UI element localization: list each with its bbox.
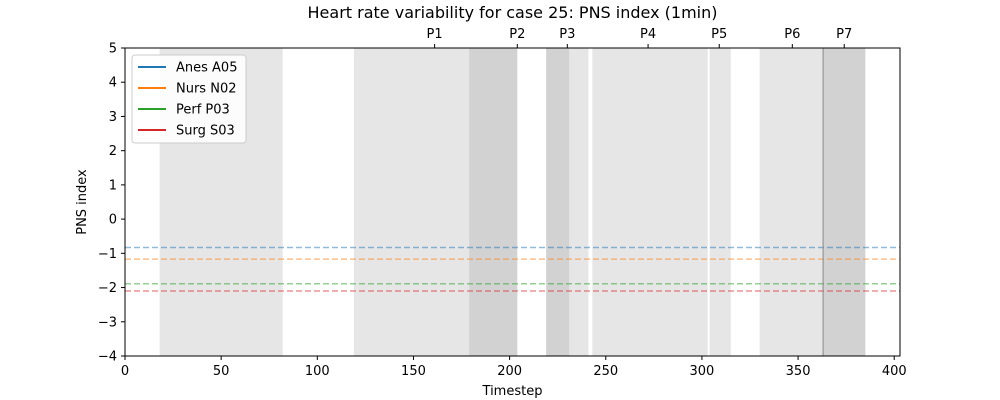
- phase-label: P2: [509, 27, 525, 42]
- phase-label: P7: [836, 27, 852, 42]
- legend-label: Surg S03: [176, 124, 235, 139]
- y-tick-label: 5: [109, 42, 117, 57]
- y-tick-label: −4: [98, 350, 117, 365]
- y-tick-label: −2: [98, 281, 117, 296]
- x-axis-label: Timestep: [482, 384, 543, 399]
- y-axis-label: PNS index: [75, 169, 90, 235]
- phase-label: P3: [559, 27, 575, 42]
- x-tick-label: 100: [305, 364, 330, 379]
- y-tick-label: 4: [109, 76, 117, 91]
- phase-label: P6: [784, 27, 800, 42]
- x-tick-label: 200: [497, 364, 522, 379]
- shaded-span: [759, 48, 866, 356]
- shaded-span: [546, 48, 589, 356]
- legend-box: [131, 54, 247, 144]
- phase-labels: P1 P2 P3 P4 P5 P6 P7: [427, 27, 852, 48]
- plot-area-frame: [124, 47, 901, 357]
- shaded-span: [469, 48, 518, 356]
- legend-label: Anes A05: [176, 61, 237, 76]
- baseline-lines: [125, 246, 900, 292]
- phase-label: P4: [640, 27, 656, 42]
- shaded-span: [546, 48, 570, 356]
- legend-label: Perf P03: [176, 103, 230, 118]
- x-tick-label: 150: [401, 364, 426, 379]
- shaded-span: [823, 48, 866, 356]
- legend-label: Nurs N02: [176, 82, 236, 97]
- shaded-span: [592, 48, 708, 356]
- shaded-span: [709, 48, 731, 356]
- x-tick-label: 350: [786, 364, 811, 379]
- phase-label: P1: [427, 27, 443, 42]
- x-tick-label: 0: [121, 364, 129, 379]
- y-tick-label: −1: [98, 247, 117, 262]
- x-tick-label: 50: [213, 364, 230, 379]
- x-axis-ticks: 0 50 100 150 200 250 300 350 400: [121, 356, 907, 379]
- y-tick-label: 2: [109, 144, 117, 159]
- y-tick-label: 0: [109, 213, 117, 228]
- chart-title: Heart rate variability for case 25: PNS …: [308, 3, 718, 22]
- y-tick-label: 1: [109, 178, 117, 193]
- x-tick-label: 400: [882, 364, 907, 379]
- legend-items: Anes A05 Nurs N02 Perf P03 Surg S03: [138, 61, 237, 139]
- y-tick-label: −3: [98, 315, 117, 330]
- x-tick-label: 300: [690, 364, 715, 379]
- y-tick-label: 3: [109, 110, 117, 125]
- shaded-spans: [159, 48, 866, 356]
- phase-label: P5: [711, 27, 727, 42]
- y-axis-ticks: −4 −3 −2 −1 0 1 2 3 4 5: [98, 42, 125, 365]
- shaded-span: [353, 48, 518, 356]
- legend: Anes A05 Nurs N02 Perf P03 Surg S03: [131, 54, 247, 144]
- x-tick-label: 250: [593, 364, 618, 379]
